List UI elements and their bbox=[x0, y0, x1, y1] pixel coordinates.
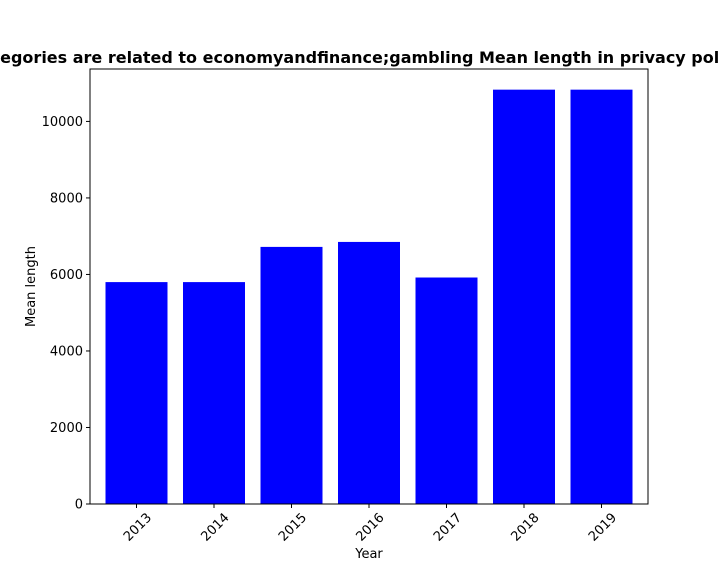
x-axis-ticks: 2013 2014 2015 2016 2017 2018 2019 bbox=[121, 504, 620, 545]
bar-2018 bbox=[493, 89, 555, 504]
bar-2015 bbox=[260, 246, 323, 504]
y-tick-label: 2000 bbox=[50, 421, 83, 436]
chart-title: Categories are related to economyandfina… bbox=[0, 48, 720, 67]
x-tick-label: 2018 bbox=[509, 511, 543, 545]
y-tick-label: 10000 bbox=[42, 115, 83, 130]
y-tick-label: 8000 bbox=[50, 191, 83, 206]
bar-2019 bbox=[570, 89, 633, 504]
y-axis-ticks: 0 2000 4000 6000 8000 10000 bbox=[42, 115, 90, 513]
bar-2016 bbox=[338, 241, 400, 504]
x-tick-label: 2016 bbox=[354, 511, 388, 545]
y-axis-label: Mean length bbox=[24, 246, 39, 327]
x-tick-label: 2013 bbox=[121, 511, 155, 545]
x-axis-label: Year bbox=[354, 547, 383, 562]
plot-area-frame bbox=[89, 68, 649, 505]
x-tick-label: 2019 bbox=[586, 511, 620, 545]
y-tick-label: 6000 bbox=[50, 268, 83, 283]
bar-2014 bbox=[183, 282, 245, 504]
x-tick-label: 2014 bbox=[199, 511, 233, 545]
y-tick-label: 4000 bbox=[50, 344, 83, 359]
bar-2017 bbox=[415, 277, 478, 504]
bar-2013 bbox=[105, 282, 168, 504]
y-tick-label: 0 bbox=[75, 498, 83, 513]
x-tick-label: 2015 bbox=[276, 511, 310, 545]
bars-layer bbox=[105, 89, 633, 504]
x-tick-label: 2017 bbox=[431, 511, 465, 545]
